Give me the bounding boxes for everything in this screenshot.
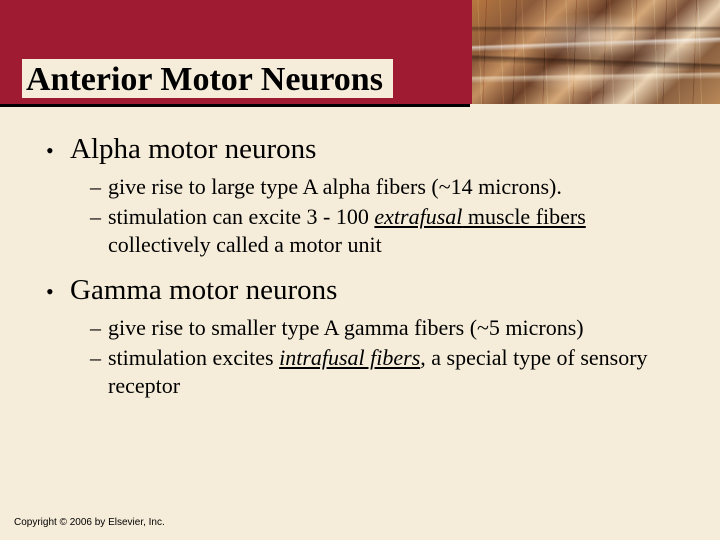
level1-label: Alpha motor neurons xyxy=(70,132,316,167)
level1-row: • Gamma motor neurons xyxy=(46,273,674,308)
level2-text: give rise to smaller type A gamma fibers… xyxy=(108,314,674,342)
list-item: – stimulation can excite 3 - 100 extrafu… xyxy=(90,203,674,259)
level2-text: give rise to large type A alpha fibers (… xyxy=(108,173,674,201)
list-item: • Gamma motor neurons – give rise to sma… xyxy=(46,273,674,400)
text-run: stimulation excites xyxy=(108,345,279,370)
content-area: • Alpha motor neurons – give rise to lar… xyxy=(0,104,720,401)
header-texture-image xyxy=(472,0,720,104)
header-band: Anterior Motor Neurons xyxy=(0,0,720,104)
text-run: collectively called a motor unit xyxy=(108,232,382,257)
bullet-list-level2: – give rise to smaller type A gamma fibe… xyxy=(46,314,674,400)
level1-row: • Alpha motor neurons xyxy=(46,132,674,167)
underline-run: muscle fibers xyxy=(462,204,585,229)
bullet-list-level2: – give rise to large type A alpha fibers… xyxy=(46,173,674,259)
emphasis-underline: intrafusal fibers xyxy=(279,345,420,370)
dash-icon: – xyxy=(90,344,108,372)
level2-text: stimulation can excite 3 - 100 extrafusa… xyxy=(108,203,674,259)
list-item: – stimulation excites intrafusal fibers,… xyxy=(90,344,674,400)
slide-title: Anterior Motor Neurons xyxy=(22,59,393,98)
bullet-dot-icon: • xyxy=(46,136,70,165)
level1-label: Gamma motor neurons xyxy=(70,273,337,308)
copyright-text: Copyright © 2006 by Elsevier, Inc. xyxy=(14,517,165,528)
text-run: stimulation can excite 3 - 100 xyxy=(108,204,374,229)
level2-text: stimulation excites intrafusal fibers, a… xyxy=(108,344,674,400)
bullet-dot-icon: • xyxy=(46,277,70,306)
list-item: – give rise to smaller type A gamma fibe… xyxy=(90,314,674,342)
title-underline xyxy=(0,104,470,107)
emphasis-underline: extrafusal xyxy=(374,204,462,229)
dash-icon: – xyxy=(90,203,108,231)
list-item: • Alpha motor neurons – give rise to lar… xyxy=(46,132,674,259)
list-item: – give rise to large type A alpha fibers… xyxy=(90,173,674,201)
dash-icon: – xyxy=(90,314,108,342)
dash-icon: – xyxy=(90,173,108,201)
bullet-list-level1: • Alpha motor neurons – give rise to lar… xyxy=(46,132,674,401)
